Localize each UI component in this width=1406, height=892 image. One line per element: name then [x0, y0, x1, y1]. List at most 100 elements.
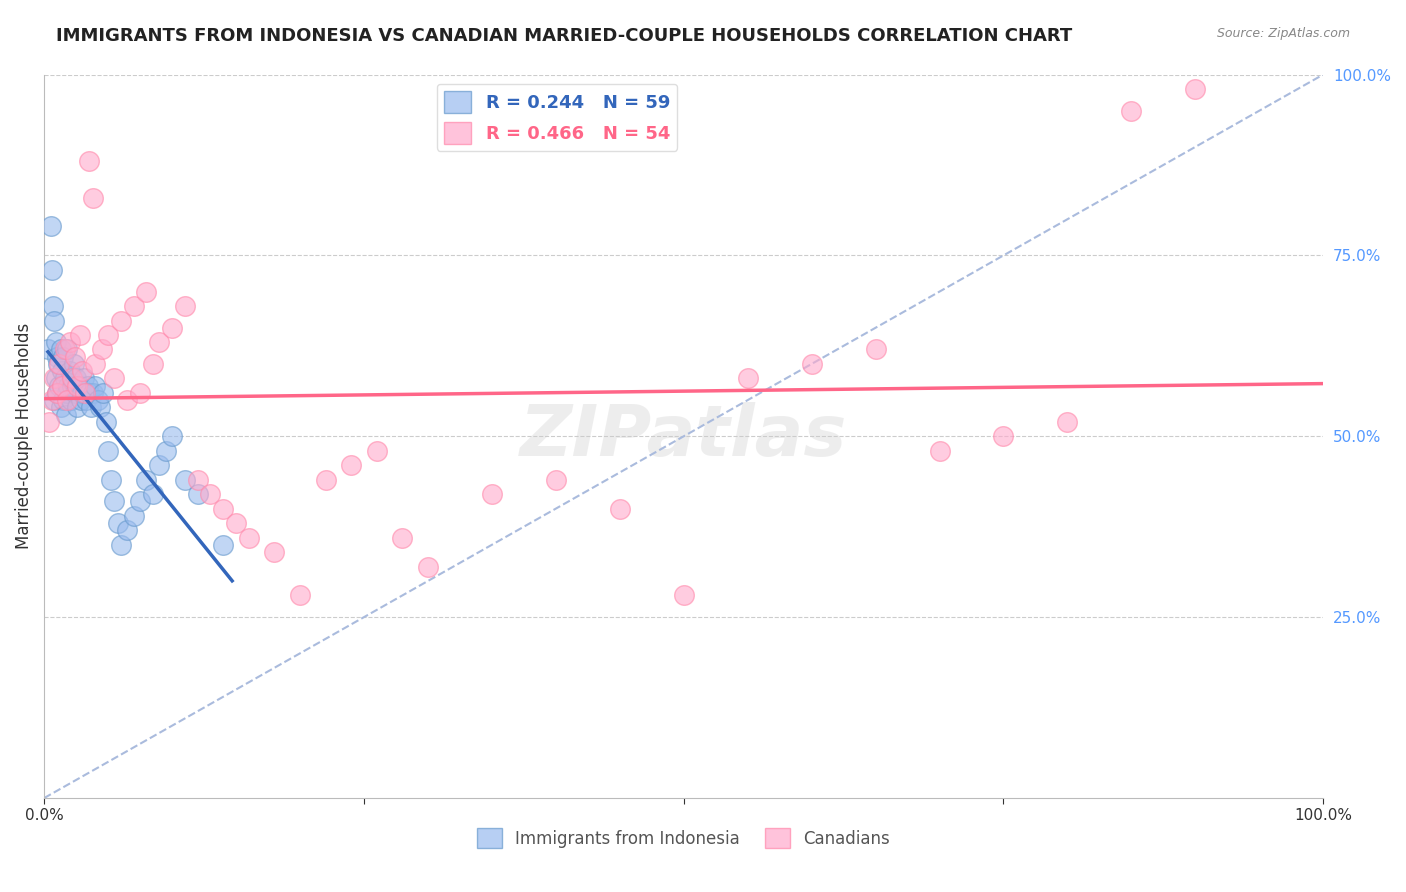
Point: [800, 357, 823, 371]
Point: [97, 443, 120, 458]
Point: [173, 473, 195, 487]
Point: [928, 443, 950, 458]
Point: [53, 343, 76, 357]
Point: [52, 393, 75, 408]
Point: [90, 343, 112, 357]
Point: [63, 385, 86, 400]
Point: [45, 385, 67, 400]
Point: [51, 364, 73, 378]
Point: [173, 299, 195, 313]
Point: [148, 335, 170, 350]
Point: [366, 443, 388, 458]
Point: [1121, 103, 1143, 118]
Point: [45, 385, 67, 400]
Point: [155, 443, 177, 458]
Point: [416, 559, 439, 574]
Point: [1056, 415, 1078, 429]
Point: [44, 371, 66, 385]
Point: [122, 508, 145, 523]
Point: [41, 263, 63, 277]
Point: [288, 589, 311, 603]
Point: [200, 487, 222, 501]
Point: [42, 299, 65, 313]
Point: [122, 299, 145, 313]
Point: [117, 393, 139, 408]
Point: [73, 371, 96, 385]
Point: [38, 415, 60, 429]
Point: [103, 494, 125, 508]
Point: [82, 385, 104, 400]
Point: [94, 415, 117, 429]
Point: [481, 487, 503, 501]
Point: [66, 378, 89, 392]
Point: [52, 350, 75, 364]
Point: [60, 378, 83, 392]
Point: [53, 371, 76, 385]
Point: [212, 538, 235, 552]
Point: [59, 364, 82, 378]
Point: [39, 219, 62, 234]
Point: [41, 393, 63, 408]
Point: [97, 328, 120, 343]
Legend: R = 0.244   N = 59, R = 0.466   N = 54: R = 0.244 N = 59, R = 0.466 N = 54: [437, 84, 678, 151]
Point: [77, 154, 100, 169]
Point: [48, 378, 70, 392]
Point: [66, 401, 89, 415]
Point: [87, 393, 110, 408]
Point: [63, 350, 86, 364]
Point: [212, 501, 235, 516]
Point: [135, 473, 157, 487]
Point: [391, 531, 413, 545]
Point: [110, 313, 132, 327]
Point: [77, 385, 100, 400]
Point: [59, 335, 82, 350]
Text: IMMIGRANTS FROM INDONESIA VS CANADIAN MARRIED-COUPLE HOUSEHOLDS CORRELATION CHAR: IMMIGRANTS FROM INDONESIA VS CANADIAN MA…: [56, 27, 1073, 45]
Point: [60, 371, 83, 385]
Point: [69, 378, 91, 392]
Point: [84, 357, 107, 371]
Point: [73, 385, 96, 400]
Point: [107, 516, 129, 530]
Point: [56, 343, 79, 357]
Point: [56, 385, 79, 400]
Point: [142, 487, 165, 501]
Point: [80, 401, 103, 415]
Point: [58, 378, 80, 392]
Point: [59, 393, 82, 408]
Point: [103, 371, 125, 385]
Point: [56, 393, 79, 408]
Point: [865, 343, 887, 357]
Text: Source: ZipAtlas.com: Source: ZipAtlas.com: [1216, 27, 1350, 40]
Point: [45, 335, 67, 350]
Point: [187, 487, 209, 501]
Point: [72, 364, 94, 378]
Point: [160, 320, 183, 334]
Point: [135, 285, 157, 299]
Point: [69, 328, 91, 343]
Point: [70, 393, 93, 408]
Point: [609, 501, 631, 516]
Point: [129, 385, 152, 400]
Point: [44, 313, 66, 327]
Point: [62, 357, 84, 371]
Point: [48, 357, 70, 371]
Point: [44, 393, 66, 408]
Point: [91, 385, 114, 400]
Point: [84, 378, 107, 392]
Point: [672, 589, 695, 603]
Point: [315, 473, 337, 487]
Text: ZIPatlas: ZIPatlas: [520, 401, 848, 471]
Point: [46, 357, 69, 371]
Point: [82, 190, 104, 204]
Point: [37, 343, 59, 357]
Point: [65, 371, 87, 385]
Point: [263, 545, 285, 559]
Point: [51, 378, 73, 392]
Point: [100, 473, 122, 487]
Point: [1184, 82, 1206, 96]
Point: [142, 357, 165, 371]
Point: [75, 393, 97, 408]
Point: [225, 516, 247, 530]
Point: [187, 473, 209, 487]
Point: [544, 473, 567, 487]
